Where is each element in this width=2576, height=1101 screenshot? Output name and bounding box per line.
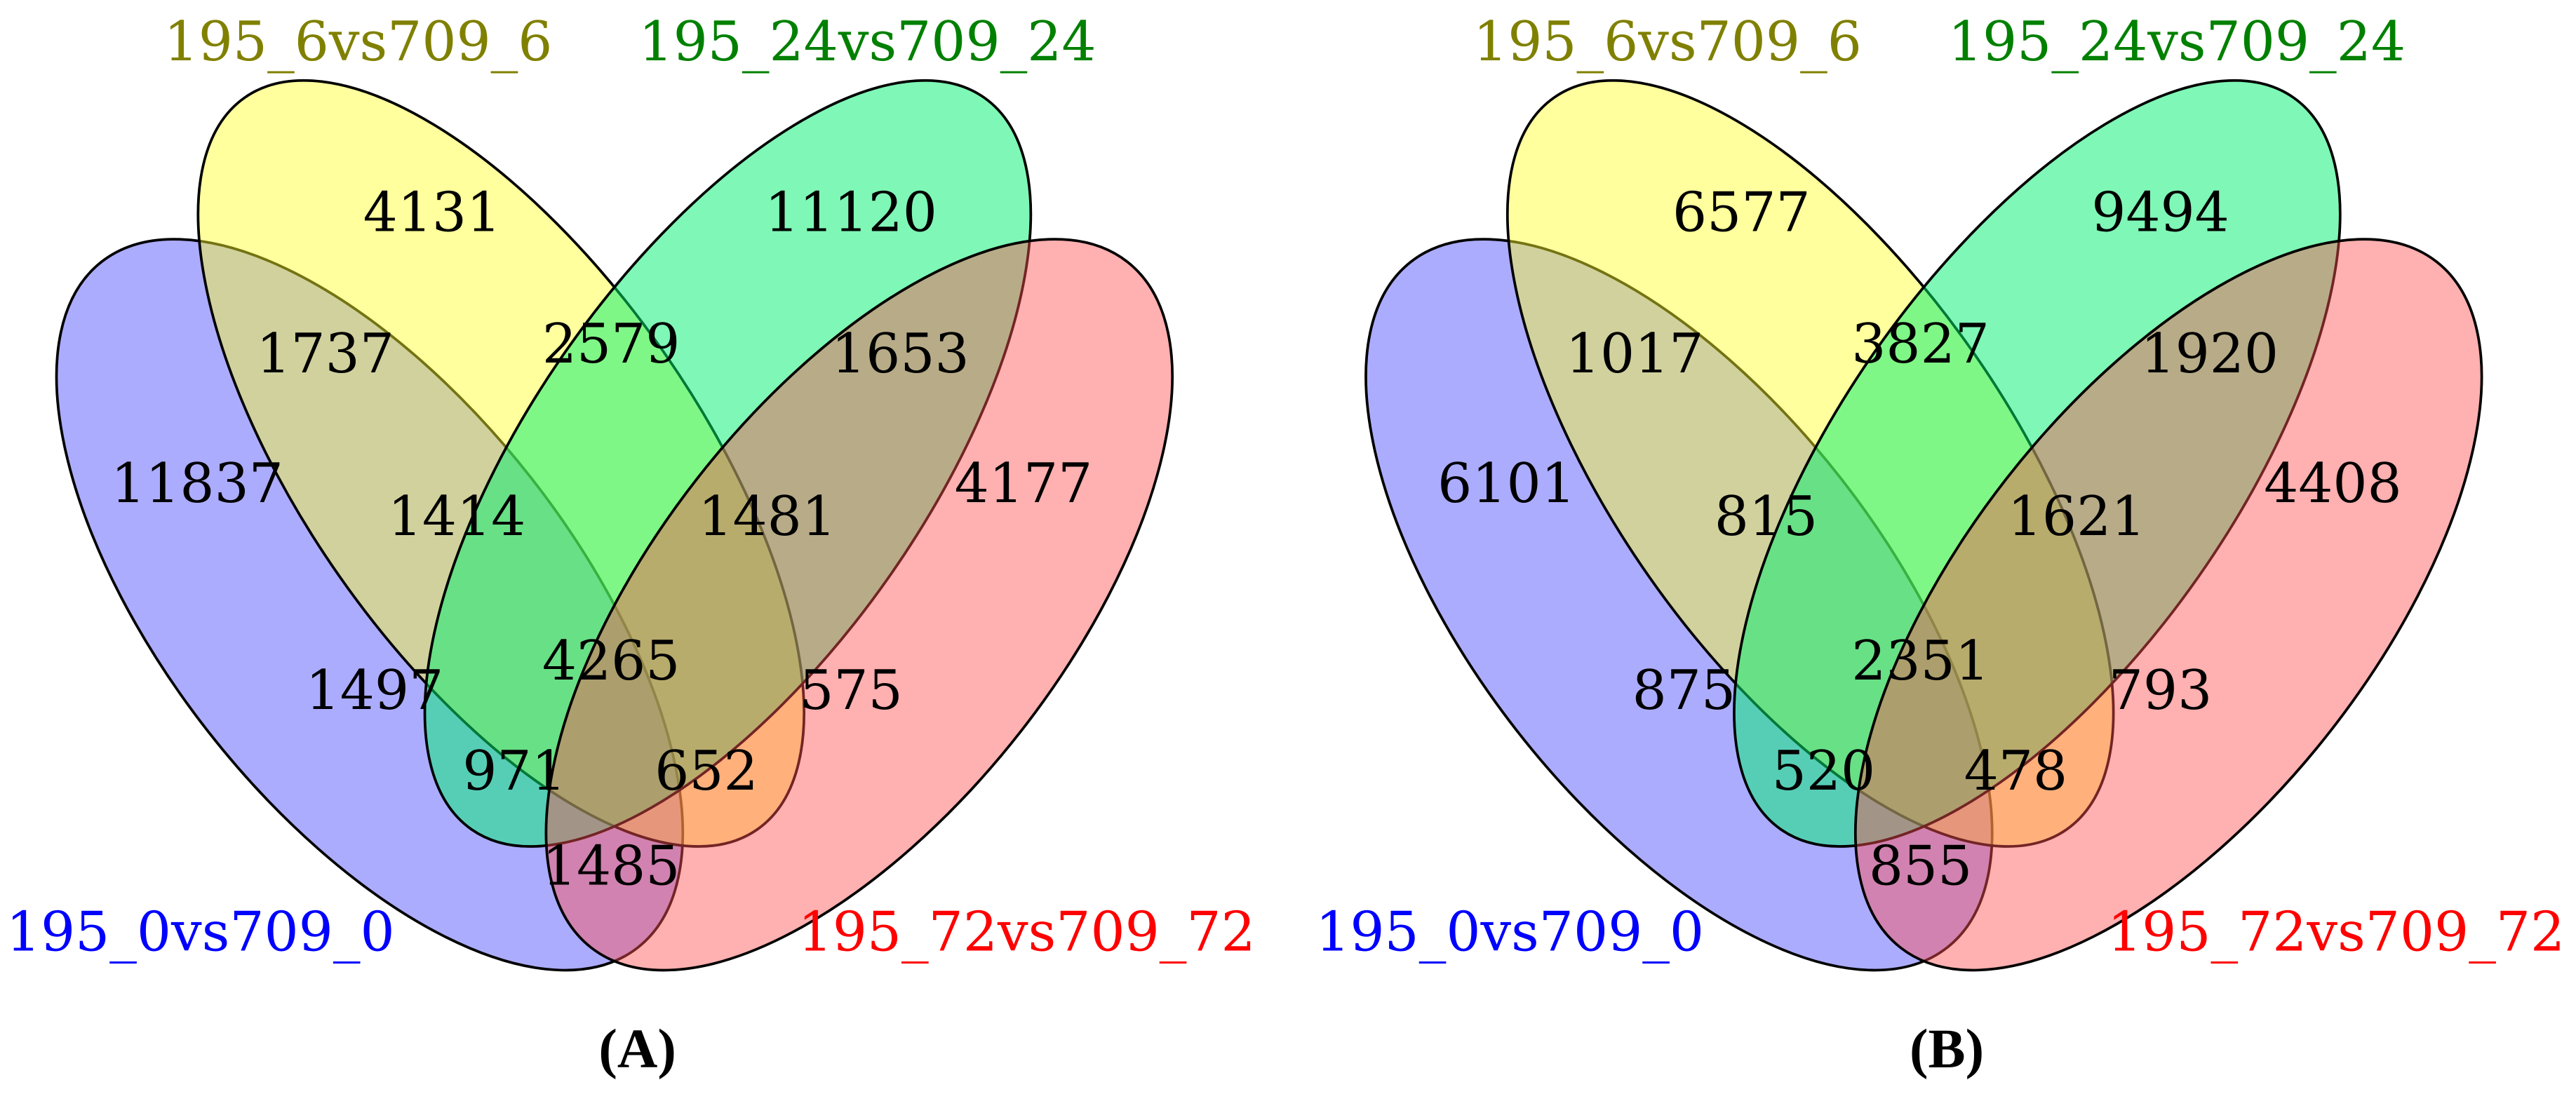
set-label: 195_72vs709_72 <box>798 900 1256 964</box>
region-count: 1737 <box>256 323 394 386</box>
region-count: 815 <box>1715 485 1818 548</box>
set-ellipse <box>423 79 1033 848</box>
region-count: 11120 <box>765 182 937 245</box>
region-count: 6577 <box>1672 182 1811 245</box>
region-count: 4265 <box>542 630 680 693</box>
region-count: 1485 <box>542 835 680 898</box>
set-label: 195_0vs709_0 <box>6 900 395 964</box>
region-count: 1920 <box>2140 323 2279 386</box>
region-count: 4177 <box>955 452 1093 515</box>
region-count: 793 <box>2109 659 2212 722</box>
region-count: 1481 <box>698 485 836 548</box>
region-count: 875 <box>1632 659 1736 722</box>
region-count: 1414 <box>388 485 526 548</box>
set-ellipse <box>1733 79 2342 848</box>
region-count: 9494 <box>2091 182 2229 245</box>
set-label: 195_24vs709_24 <box>1948 11 2406 74</box>
region-count: 971 <box>462 740 565 803</box>
region-count: 1497 <box>306 659 444 722</box>
region-count: 652 <box>655 740 758 803</box>
region-count: 11837 <box>111 452 283 515</box>
panel-label: (B) <box>1910 1018 1984 1080</box>
region-count: 4408 <box>2264 452 2402 515</box>
region-count: 478 <box>1964 740 2067 803</box>
region-count: 520 <box>1772 740 1875 803</box>
region-count: 575 <box>799 659 902 722</box>
region-count: 6101 <box>1437 452 1576 515</box>
region-count: 1621 <box>2008 485 2146 548</box>
set-ellipse <box>1854 238 2483 972</box>
panel-label: (A) <box>598 1018 676 1080</box>
set-label: 195_6vs709_6 <box>1473 11 1862 74</box>
region-count: 855 <box>1869 835 1972 898</box>
region-count: 2351 <box>1851 630 1990 693</box>
region-count: 3827 <box>1851 313 1990 376</box>
region-count: 4131 <box>363 182 502 245</box>
venn-panel: 195_0vs709_0 195_6vs709_6 195_24vs709_24 19… <box>6 11 1256 1080</box>
region-count: 1653 <box>831 323 970 386</box>
region-count: 1017 <box>1566 323 1704 386</box>
set-label: 195_0vs709_0 <box>1315 900 1704 964</box>
venn-panel: 195_0vs709_0 195_6vs709_6 195_24vs709_24 19… <box>1315 11 2565 1080</box>
set-ellipse <box>544 238 1174 972</box>
set-label: 195_6vs709_6 <box>164 11 553 74</box>
set-label: 195_72vs709_72 <box>2107 900 2565 964</box>
region-count: 2579 <box>542 313 680 376</box>
set-label: 195_24vs709_24 <box>638 11 1096 74</box>
